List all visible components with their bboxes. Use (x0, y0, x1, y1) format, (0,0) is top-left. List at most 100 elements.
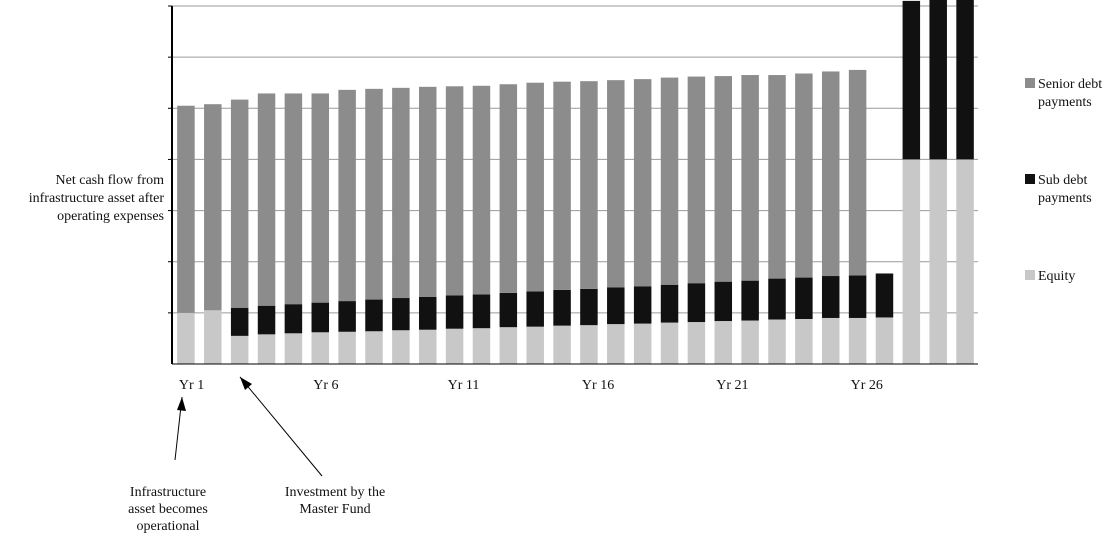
bar-sub-debt-payments-23 (768, 278, 786, 320)
bar-senior-debt-payments-25 (821, 71, 840, 277)
bar-equity-3 (230, 335, 249, 364)
bar-senior-debt-payments-23 (768, 75, 786, 279)
bar-senior-debt-payments-17 (607, 80, 625, 288)
bar-sub-debt-payments-24 (795, 277, 813, 319)
bar-equity-25 (821, 317, 840, 364)
bar-equity-14 (526, 326, 544, 364)
bar-equity-28 (902, 159, 921, 364)
annotation-operational: Infrastructure asset becomes operational (108, 484, 228, 535)
bar-senior-debt-payments-11 (445, 86, 464, 296)
bar-equity-2 (204, 310, 222, 364)
bar-senior-debt-payments-14 (526, 82, 544, 292)
bar-equity-8 (365, 331, 383, 364)
bar-sub-debt-payments-14 (526, 291, 544, 327)
annotation-investment-line2: Master Fund (299, 502, 371, 517)
bar-senior-debt-payments-19 (660, 77, 679, 285)
bar-sub-debt-payments-18 (633, 286, 652, 324)
x-tick-label: Yr 6 (313, 378, 338, 393)
bar-senior-debt-payments-4 (257, 93, 276, 306)
bar-equity-24 (795, 318, 813, 364)
bar-sub-debt-payments-11 (445, 295, 464, 329)
annotation-operational-line2: asset becomes (128, 502, 208, 517)
bar-sub-debt-payments-26 (848, 275, 867, 318)
bar-equity-23 (768, 319, 786, 364)
bar-senior-debt-payments-6 (311, 93, 330, 303)
x-tick-label: Yr 21 (716, 378, 748, 393)
bar-sub-debt-payments-21 (714, 281, 733, 322)
x-tick-label: Yr 26 (851, 378, 883, 393)
bar-equity-26 (848, 317, 867, 364)
bar-equity-21 (714, 321, 733, 364)
bar-senior-debt-payments-24 (795, 73, 813, 278)
bar-senior-debt-payments-26 (848, 69, 867, 276)
bar-senior-debt-payments-3 (230, 99, 249, 308)
bar-equity-15 (553, 325, 571, 364)
bar-sub-debt-payments-28 (902, 0, 921, 160)
bar-equity-5 (284, 333, 303, 364)
bar-sub-debt-payments-12 (472, 294, 491, 329)
bar-senior-debt-payments-2 (204, 104, 222, 311)
bar-sub-debt-payments-9 (392, 298, 410, 331)
annotation-investment: Investment by the Master Fund (255, 484, 415, 518)
bar-equity-27 (875, 317, 894, 364)
bar-sub-debt-payments-25 (821, 276, 840, 318)
legend-swatch-sub-debt (1025, 174, 1035, 184)
bar-senior-debt-payments-12 (472, 85, 491, 295)
bar-sub-debt-payments-20 (687, 283, 706, 323)
bar-equity-10 (418, 329, 437, 364)
bar-equity-29 (929, 159, 947, 364)
bar-senior-debt-payments-7 (338, 89, 356, 302)
legend-label-senior-debt-line1: Senior debt (1038, 77, 1103, 92)
bar-sub-debt-payments-22 (741, 280, 759, 321)
bar-senior-debt-payments-21 (714, 76, 733, 282)
bar-senior-debt-payments-15 (553, 81, 571, 290)
legend-label-sub-debt-line2: payments (1038, 191, 1092, 206)
bar-equity-9 (392, 330, 410, 364)
bar-equity-7 (338, 331, 356, 364)
annotation-investment-line1: Investment by the (284, 485, 386, 500)
annotation-arrows (174, 376, 323, 477)
bar-senior-debt-payments-10 (418, 86, 437, 298)
bar-equity-11 (445, 328, 464, 364)
bar-equity-20 (687, 322, 706, 364)
legend-item-senior-debt: Senior debt payments (1025, 76, 1117, 112)
bar-sub-debt-payments-13 (499, 292, 518, 328)
x-tick-labels: Yr 1 Yr 6 Yr 11 Yr 16 Yr 21 Yr 26 (179, 378, 883, 393)
bar-equity-30 (956, 159, 974, 364)
y-axis-label: Net cash flow from infrastructure asset … (28, 173, 164, 224)
bar-equity-17 (607, 324, 625, 364)
legend-item-equity: Equity (1025, 268, 1117, 286)
legend-swatch-equity (1025, 270, 1035, 280)
bar-sub-debt-payments-4 (257, 305, 276, 335)
bar-sub-debt-payments-15 (553, 289, 571, 326)
legend-label-senior-debt-line2: payments (1038, 95, 1092, 110)
bar-senior-debt-payments-22 (741, 75, 759, 281)
bar-equity-6 (311, 332, 330, 364)
bar-sub-debt-payments-7 (338, 301, 356, 332)
bar-senior-debt-payments-13 (499, 84, 518, 293)
legend-label-equity: Equity (1038, 269, 1076, 284)
gridlines (168, 5, 978, 314)
bar-sub-debt-payments-30 (956, 0, 974, 160)
annotation-operational-line3: operational (136, 519, 200, 534)
bar-equity-19 (660, 322, 679, 364)
legend-swatch-senior-debt (1025, 78, 1035, 88)
bar-senior-debt-payments-8 (365, 88, 383, 300)
bar-sub-debt-payments-5 (284, 304, 303, 334)
bar-sub-debt-payments-29 (929, 0, 947, 160)
arrow-yr1-head (177, 397, 186, 411)
x-tick-label: Yr 16 (582, 378, 614, 393)
x-tick-label: Yr 11 (448, 378, 480, 393)
x-tick-label: Yr 1 (179, 378, 204, 393)
bar-senior-debt-payments-18 (633, 79, 652, 287)
bar-equity-4 (257, 334, 276, 364)
bar-senior-debt-payments-1 (177, 105, 195, 313)
bar-sub-debt-payments-6 (311, 302, 330, 333)
bar-equity-1 (177, 312, 195, 364)
bar-equity-18 (633, 323, 652, 364)
bars-group (177, 0, 974, 364)
bar-sub-debt-payments-3 (230, 307, 249, 336)
bar-sub-debt-payments-27 (875, 273, 894, 318)
bar-equity-16 (580, 325, 598, 364)
